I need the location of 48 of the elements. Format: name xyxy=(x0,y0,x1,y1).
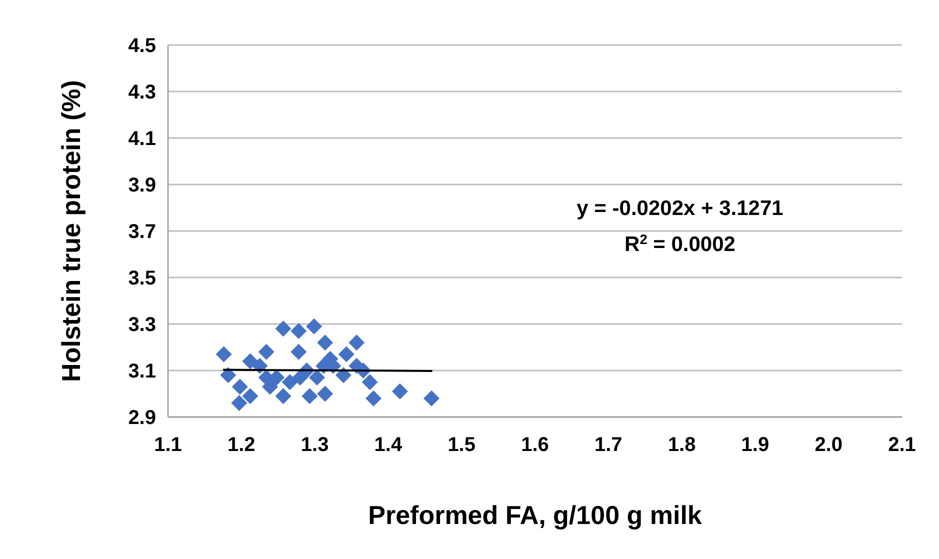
point xyxy=(262,378,278,395)
x-tick-label: 1.5 xyxy=(448,434,476,456)
point xyxy=(275,388,292,404)
point xyxy=(366,390,382,406)
y-tick-label: 4.3 xyxy=(128,82,156,104)
point xyxy=(302,388,318,404)
x-tick-label: 1.9 xyxy=(741,434,770,456)
point xyxy=(290,322,307,339)
point xyxy=(242,388,258,404)
x-tick-label: 1.8 xyxy=(668,434,696,456)
y-tick-label: 3.3 xyxy=(128,314,156,336)
x-tick-label: 1.2 xyxy=(227,434,256,456)
point xyxy=(348,334,365,351)
x-tick-label: 1.3 xyxy=(300,434,329,456)
x-tick-label: 1.7 xyxy=(594,434,622,456)
point xyxy=(317,386,334,402)
point xyxy=(290,344,307,360)
annotation: y = -0.0202x + 3.1271 xyxy=(576,197,784,220)
y-axis-title: Holstein true protein (%) xyxy=(56,80,86,382)
y-tick-label: 3.7 xyxy=(128,221,156,243)
x-tick-label: 2.0 xyxy=(814,434,843,456)
y-tick-label: 2.9 xyxy=(128,407,156,429)
point xyxy=(338,346,354,362)
x-tick-label: 1.6 xyxy=(521,434,549,456)
x-tick-label: 2.1 xyxy=(888,434,916,456)
point xyxy=(282,374,298,390)
y-tick-label: 4.1 xyxy=(128,128,156,150)
x-tick-label: 1.1 xyxy=(154,434,182,456)
point xyxy=(309,369,325,386)
point xyxy=(275,320,292,337)
point xyxy=(232,378,248,395)
point xyxy=(424,390,440,406)
point xyxy=(362,374,378,390)
y-tick-label: 3.9 xyxy=(128,174,156,196)
point xyxy=(317,334,334,351)
point xyxy=(258,344,274,360)
point xyxy=(242,353,258,370)
x-axis-title: Preformed FA, g/100 g milk xyxy=(368,500,702,530)
x-tick-label: 1.4 xyxy=(374,434,403,456)
point xyxy=(306,318,322,334)
y-tick-label: 4.5 xyxy=(128,35,156,57)
point xyxy=(392,383,408,400)
point xyxy=(231,395,248,412)
y-tick-label: 3.5 xyxy=(128,268,156,290)
point xyxy=(216,346,232,362)
point xyxy=(220,367,236,384)
annotation: R$^{2}$ = 0.0002 xyxy=(624,232,736,256)
y-tick-label: 3.1 xyxy=(128,360,156,382)
